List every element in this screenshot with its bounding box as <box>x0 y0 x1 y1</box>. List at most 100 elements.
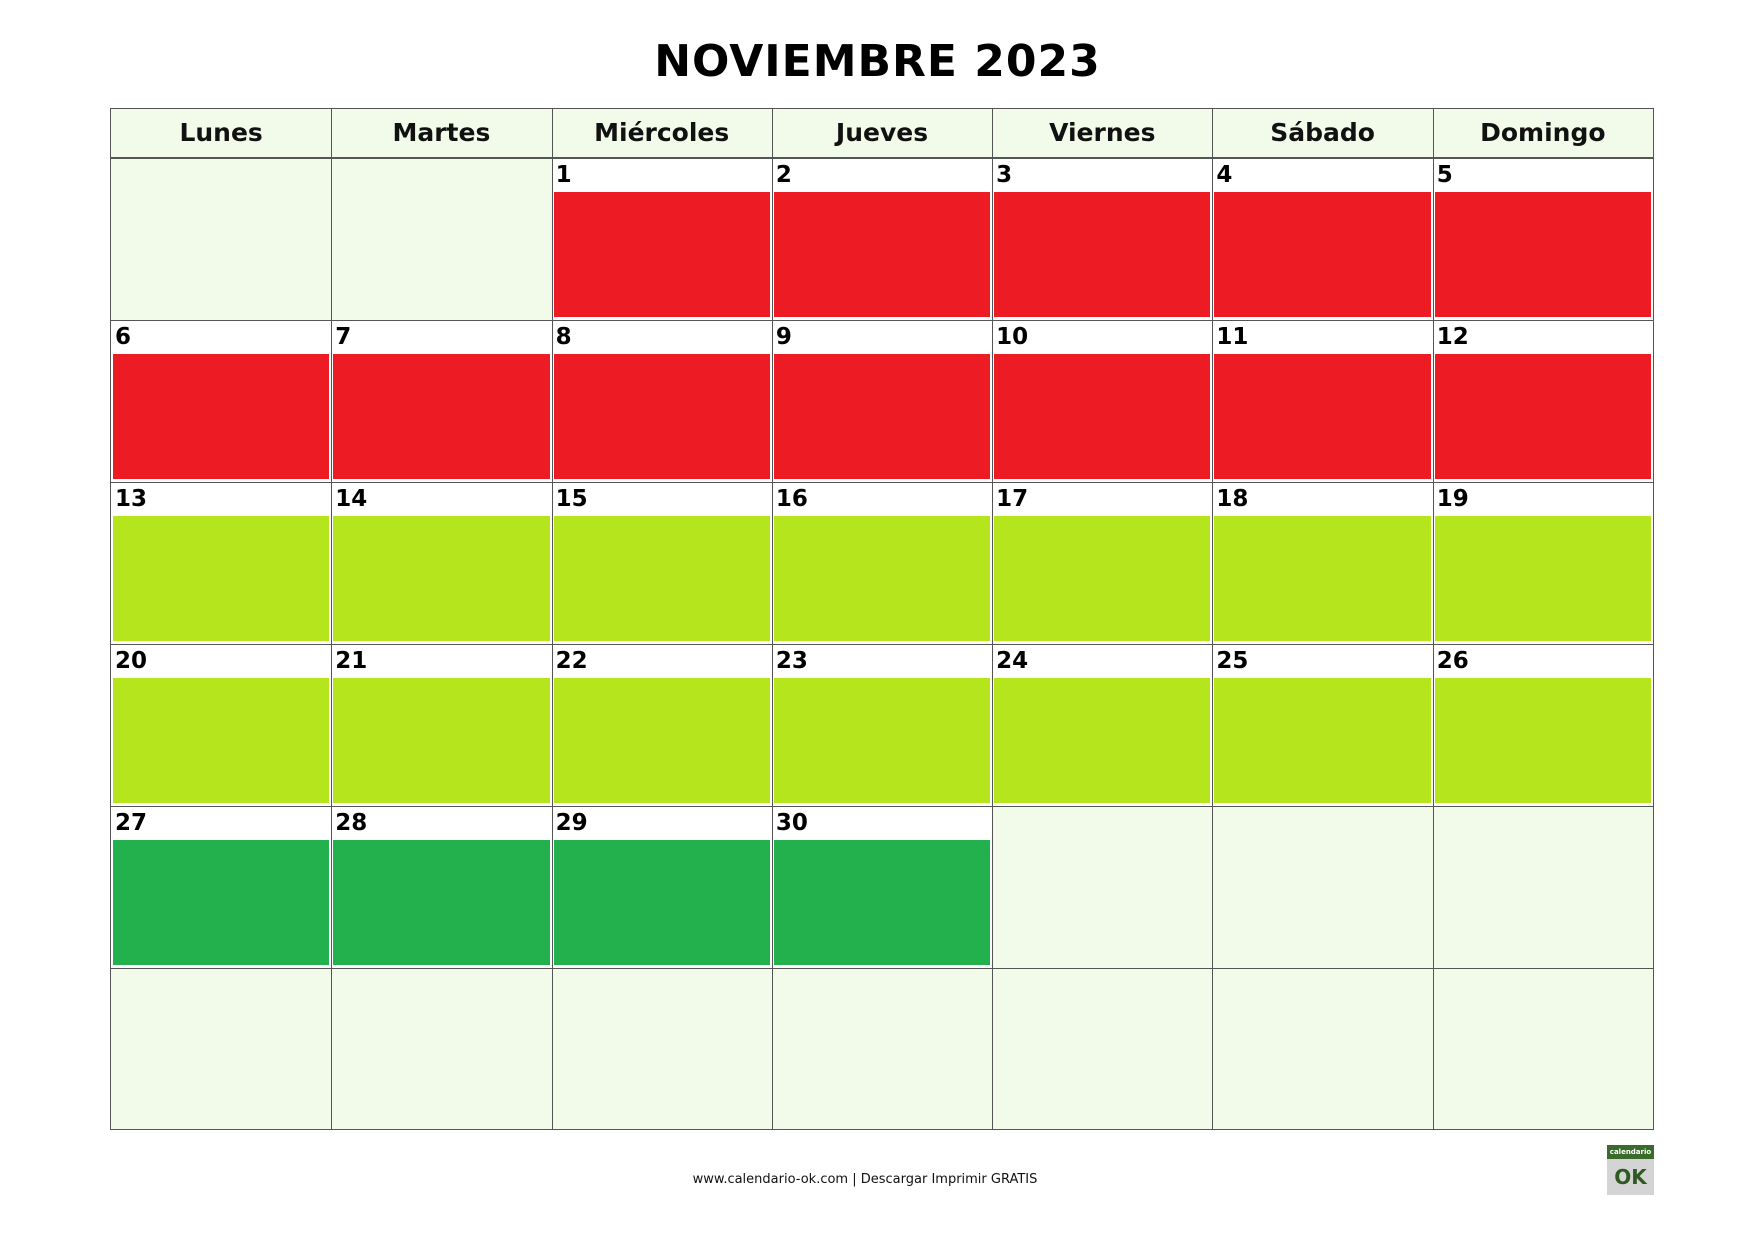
day-cell[interactable]: 4 <box>1212 158 1433 320</box>
day-color-fill <box>1434 678 1651 803</box>
day-color-fill <box>113 516 330 641</box>
day-number: 22 <box>555 648 588 674</box>
weekday-header-cell: Lunes <box>179 118 263 147</box>
day-number: 27 <box>115 810 148 836</box>
day-cell[interactable]: 12 <box>1432 320 1653 482</box>
day-number: 29 <box>555 810 588 836</box>
day-cell[interactable]: 20 <box>111 644 332 806</box>
day-cell[interactable]: 14 <box>331 482 552 644</box>
grid-line <box>1212 109 1214 1129</box>
day-color-fill <box>1214 516 1431 641</box>
day-color-fill <box>773 516 991 641</box>
day-cell[interactable]: 15 <box>551 482 772 644</box>
day-cell[interactable]: 11 <box>1212 320 1433 482</box>
empty-day-cell <box>1212 806 1432 968</box>
day-number: 26 <box>1436 648 1469 674</box>
day-color-fill <box>1434 516 1651 641</box>
day-number: 6 <box>115 324 132 350</box>
day-cell[interactable]: 22 <box>551 644 772 806</box>
grid-line <box>111 968 1653 969</box>
weekday-header-cell: Martes <box>392 118 491 147</box>
day-cell[interactable]: 6 <box>111 320 332 482</box>
day-cell[interactable]: 27 <box>111 806 332 968</box>
day-number: 13 <box>115 486 148 512</box>
day-cell[interactable]: 28 <box>331 806 552 968</box>
day-number: 24 <box>996 648 1029 674</box>
week-row: 27 28 29 30 <box>111 806 1653 968</box>
day-color-fill <box>1214 192 1431 317</box>
grid-line <box>111 320 1653 321</box>
day-number: 19 <box>1436 486 1469 512</box>
empty-day-cell <box>111 968 331 1130</box>
day-cell[interactable]: 13 <box>111 482 332 644</box>
day-number: 9 <box>775 324 792 350</box>
day-color-fill <box>773 840 991 965</box>
footer-text: www.calendario-ok.com | Descargar Imprim… <box>692 1172 1038 1187</box>
day-cell[interactable]: 17 <box>992 482 1213 644</box>
day-cell[interactable]: 10 <box>992 320 1213 482</box>
grid-line <box>331 109 333 1129</box>
day-cell[interactable]: 19 <box>1432 482 1653 644</box>
day-color-fill <box>994 516 1211 641</box>
weekday-header-cell: Sábado <box>1270 118 1375 147</box>
day-color-fill <box>113 354 330 479</box>
day-cell[interactable]: 23 <box>771 644 993 806</box>
day-color-fill <box>773 678 991 803</box>
day-number: 16 <box>775 486 808 512</box>
week-row <box>111 968 1653 1130</box>
empty-day-cell <box>992 806 1212 968</box>
week-row: 13 14 15 16 17 18 19 <box>111 482 1653 644</box>
weekday-header-cell: Domingo <box>1480 118 1606 147</box>
day-cell[interactable]: 5 <box>1432 158 1653 320</box>
calendario-ok-logo[interactable]: calendario OK <box>1607 1145 1654 1195</box>
day-color-fill <box>994 192 1211 317</box>
day-number: 15 <box>555 486 588 512</box>
day-color-fill <box>553 678 770 803</box>
day-color-fill <box>994 354 1211 479</box>
day-cell[interactable]: 24 <box>992 644 1213 806</box>
day-number: 17 <box>996 486 1029 512</box>
day-number: 4 <box>1216 162 1233 188</box>
day-number: 2 <box>775 162 792 188</box>
day-cell[interactable]: 7 <box>331 320 552 482</box>
day-number: 11 <box>1216 324 1249 350</box>
day-cell[interactable]: 25 <box>1212 644 1433 806</box>
grid-line <box>111 482 1653 483</box>
week-row: 20 21 22 23 24 25 26 <box>111 644 1653 806</box>
page-title: NOVIEMBRE 2023 <box>654 36 1101 87</box>
weekday-header-cell: Viernes <box>1049 118 1156 147</box>
weekday-header: Lunes Martes Miércoles Jueves Viernes Sábado D… <box>111 109 1653 158</box>
day-cell[interactable]: 3 <box>992 158 1213 320</box>
weekday-header-cell: Miércoles <box>594 118 730 147</box>
day-color-fill <box>333 678 550 803</box>
day-cell[interactable]: 30 <box>771 806 993 968</box>
grid-line <box>1432 109 1434 1129</box>
day-cell[interactable]: 26 <box>1432 644 1653 806</box>
day-color-fill <box>1434 192 1651 317</box>
day-number: 21 <box>335 648 368 674</box>
day-cell[interactable]: 9 <box>771 320 993 482</box>
empty-day-cell <box>772 968 992 1130</box>
day-cell[interactable]: 29 <box>551 806 772 968</box>
day-cell[interactable]: 2 <box>771 158 993 320</box>
week-row: 6 7 8 9 10 11 12 <box>111 320 1653 482</box>
day-color-fill <box>773 354 991 479</box>
empty-day-cell <box>1433 968 1653 1130</box>
day-color-fill <box>1434 354 1651 479</box>
calendar-grid: Lunes Martes Miércoles Jueves Viernes Sábado D… <box>110 108 1654 1130</box>
day-cell[interactable]: 18 <box>1212 482 1433 644</box>
day-color-fill <box>994 678 1211 803</box>
day-number: 10 <box>996 324 1029 350</box>
day-cell[interactable]: 16 <box>771 482 993 644</box>
day-number: 23 <box>775 648 808 674</box>
day-cell[interactable]: 21 <box>331 644 552 806</box>
day-color-fill <box>333 354 550 479</box>
day-number: 3 <box>996 162 1013 188</box>
day-cell[interactable]: 1 <box>551 158 772 320</box>
day-number: 25 <box>1216 648 1249 674</box>
logo-top-label: calendario <box>1607 1145 1654 1159</box>
grid-line <box>111 644 1653 645</box>
grid-line <box>551 109 553 1129</box>
grid-line <box>771 109 773 1129</box>
day-cell[interactable]: 8 <box>551 320 772 482</box>
